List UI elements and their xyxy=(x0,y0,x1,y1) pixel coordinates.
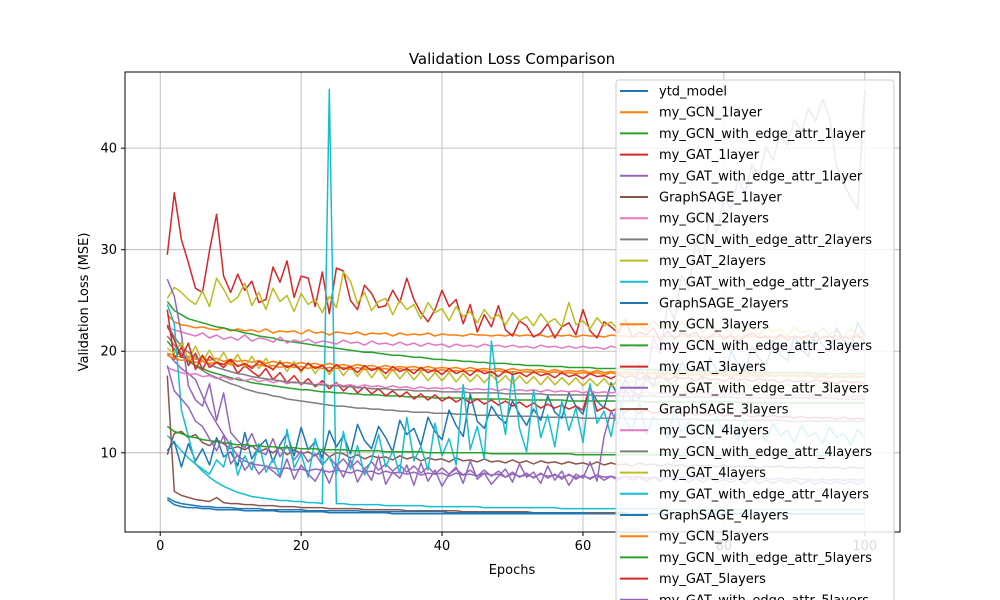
x-tick-label: 40 xyxy=(434,539,451,554)
y-tick-label: 30 xyxy=(100,243,117,258)
legend-label: my_GAT_with_edge_attr_1layer xyxy=(659,169,863,184)
legend-label: my_GAT_4layers xyxy=(659,466,766,481)
legend-label: my_GAT_with_edge_attr_2layers xyxy=(659,275,869,290)
legend-label: GraphSAGE_3layers xyxy=(659,403,789,418)
legend-label: my_GAT_2layers xyxy=(659,254,766,269)
x-tick-label: 0 xyxy=(156,539,164,554)
legend-label: GraphSAGE_1layer xyxy=(659,191,782,206)
legend-label: my_GCN_with_edge_attr_3layers xyxy=(659,339,872,354)
chart-title: Validation Loss Comparison xyxy=(409,50,615,68)
x-axis-label: Epochs xyxy=(489,563,536,578)
legend-label: my_GCN_1layer xyxy=(659,106,763,121)
x-tick-label: 20 xyxy=(293,539,310,554)
legend-label: my_GAT_1layer xyxy=(659,148,760,163)
legend-label: my_GAT_with_edge_attr_3layers xyxy=(659,381,869,396)
legend-label: my_GCN_with_edge_attr_2layers xyxy=(659,233,872,248)
x-tick-label: 60 xyxy=(575,539,592,554)
legend-label: my_GCN_2layers xyxy=(659,212,769,227)
legend-label: ytd_model xyxy=(659,85,727,100)
y-tick-label: 20 xyxy=(100,345,117,360)
y-tick-label: 10 xyxy=(100,446,117,461)
legend-label: my_GAT_with_edge_attr_4layers xyxy=(659,487,869,502)
legend-label: my_GAT_with_edge_attr_5layers xyxy=(659,593,869,600)
legend-label: GraphSAGE_4layers xyxy=(659,509,789,524)
legend-label: GraphSAGE_2layers xyxy=(659,297,789,312)
legend-label: my_GAT_5layers xyxy=(659,572,766,587)
legend-label: my_GCN_3layers xyxy=(659,318,769,333)
legend-label: my_GCN_5layers xyxy=(659,530,769,545)
legend-label: my_GCN_with_edge_attr_1layer xyxy=(659,127,866,142)
legend-label: my_GCN_with_edge_attr_5layers xyxy=(659,551,872,566)
legend-label: my_GCN_with_edge_attr_4layers xyxy=(659,445,872,460)
legend: ytd_model my_GCN_1layer my_GCN_with_edge_a… xyxy=(615,79,895,600)
y-axis-label: Validation Loss (MSE) xyxy=(77,233,92,372)
legend-box xyxy=(615,79,895,600)
y-tick-label: 40 xyxy=(100,142,117,157)
plot-frame xyxy=(124,71,901,533)
legend-label: my_GCN_4layers xyxy=(659,424,769,439)
legend-label: my_GAT_3layers xyxy=(659,360,766,375)
